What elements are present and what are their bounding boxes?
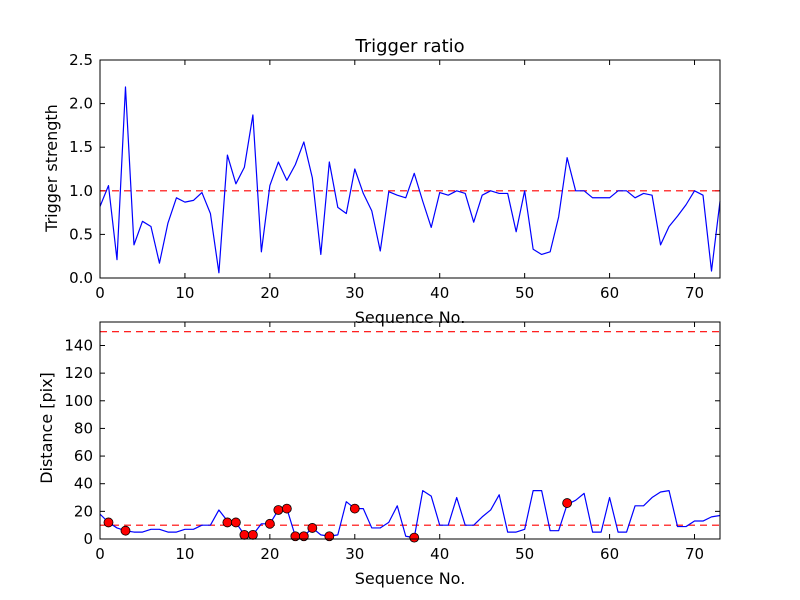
x-tick-label: 30 [345, 284, 364, 302]
x-axis-label: Sequence No. [355, 569, 466, 588]
x-tick-label: 10 [175, 545, 194, 563]
x-tick-label: 60 [600, 284, 619, 302]
y-tick-label: 2.5 [69, 51, 93, 69]
y-tick-label: 20 [74, 502, 93, 520]
plot-frame [99, 59, 721, 279]
x-tick-label: 30 [345, 545, 364, 563]
x-tick-label: 60 [600, 545, 619, 563]
y-tick-label: 100 [64, 392, 93, 410]
x-tick-label: 70 [685, 545, 704, 563]
y-axis-label: Trigger strength [42, 104, 61, 233]
data-point-marker [264, 518, 275, 529]
x-tick-label: 40 [430, 545, 449, 563]
data-point-marker [298, 531, 309, 542]
data-point-marker [103, 517, 114, 528]
series-group [99, 86, 721, 274]
y-tick-label: 80 [74, 419, 93, 437]
marker-group [103, 498, 573, 543]
y-tick-label: 120 [64, 364, 93, 382]
y-tick-label: 60 [74, 447, 93, 465]
x-axis-label: Sequence No. [355, 308, 466, 327]
y-tick-label: 0 [83, 530, 93, 548]
distance-chart: Sequence No. Distance [pix] 0 10 20 30 40 50 6… [37, 321, 721, 588]
data-point-marker [239, 529, 250, 540]
tick-group: 0 10 20 30 40 50 60 70 0.0 0.5 1.0 1.5 2.0 2.5 [69, 51, 720, 302]
data-point-marker [273, 505, 284, 515]
x-tick-label: 10 [175, 284, 194, 302]
y-tick-label: 1.0 [69, 182, 93, 200]
data-point-marker [324, 531, 335, 542]
data-point-marker [120, 525, 131, 536]
tick-group: 0 10 20 30 40 50 60 70 0 20 40 60 80 100 120 140 [64, 322, 720, 563]
y-tick-label: 140 [64, 336, 93, 354]
y-tick-label: 40 [74, 475, 93, 493]
trigger-ratio-chart: Trigger ratio Sequence No. Trigger stren… [42, 36, 721, 327]
x-tick-label: 50 [515, 284, 534, 302]
x-tick-label: 0 [95, 545, 105, 563]
x-tick-label: 40 [430, 284, 449, 302]
plot-frame [99, 321, 721, 540]
data-point-marker [349, 503, 360, 514]
data-point-marker [307, 523, 318, 533]
x-tick-label: 20 [260, 284, 279, 302]
y-tick-label: 2.0 [69, 95, 93, 113]
y-axis-label: Distance [pix] [37, 372, 56, 484]
data-point-marker [409, 532, 420, 543]
data-point-marker [222, 517, 233, 528]
data-point-marker [247, 529, 258, 540]
x-tick-label: 70 [685, 284, 704, 302]
x-tick-label: 20 [260, 545, 279, 563]
y-tick-label: 1.5 [69, 138, 93, 156]
x-tick-label: 0 [95, 284, 105, 302]
data-point-marker [562, 498, 573, 508]
chart-title: Trigger ratio [354, 36, 464, 57]
data-point-marker [230, 517, 241, 528]
series-line [99, 86, 721, 274]
y-tick-label: 0.0 [69, 269, 93, 287]
data-point-marker [281, 503, 292, 514]
y-tick-label: 0.5 [69, 225, 93, 243]
x-tick-label: 50 [515, 545, 534, 563]
